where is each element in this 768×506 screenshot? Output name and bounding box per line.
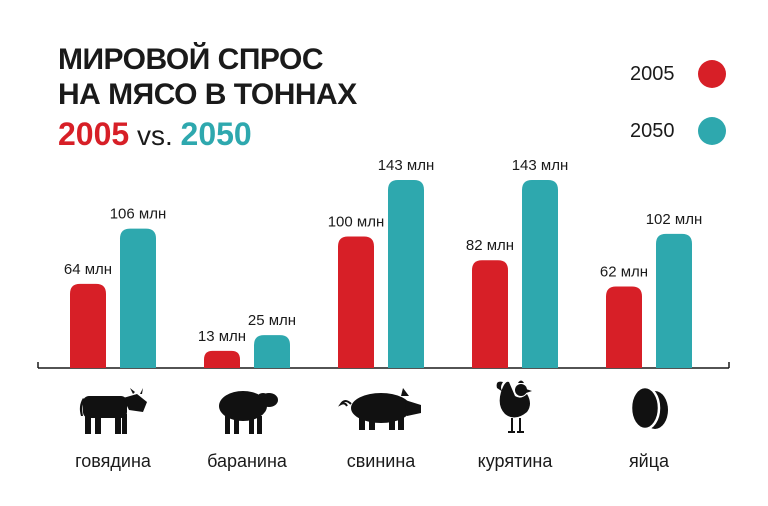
bar-2005-2	[338, 236, 374, 368]
bar-2005-3	[472, 260, 508, 368]
bar-2005-4	[606, 286, 642, 368]
sheep-icon	[219, 391, 278, 434]
bar-2005-1	[204, 350, 240, 368]
title-line-1: МИРОВОЙ СПРОС	[58, 43, 323, 76]
category-label-1: баранина	[207, 451, 287, 471]
chicken-icon	[496, 380, 532, 433]
legend-label-2050: 2050	[630, 120, 675, 142]
subtitle-vs: vs.	[129, 120, 181, 151]
chart-subtitle: 2005 vs. 2050	[58, 116, 252, 154]
data-label-2050-4: 102 млн	[646, 211, 703, 228]
legend-label-2005: 2005	[630, 63, 675, 85]
chart-title: МИРОВОЙ СПРОС НА МЯСО В ТОННАХ	[58, 42, 357, 112]
subtitle-year-2005: 2005	[58, 116, 130, 152]
category-label-3: курятина	[477, 451, 553, 471]
data-label-2005-2: 100 млн	[328, 214, 385, 231]
data-label-2005-4: 62 млн	[600, 263, 648, 280]
legend-dot-2050	[698, 117, 726, 145]
data-label-2005-0: 64 млн	[64, 261, 112, 278]
category-label-0: говядина	[75, 451, 151, 471]
data-label-2050-3: 143 млн	[512, 157, 569, 174]
eggs-icon	[629, 385, 668, 431]
data-label-2050-2: 143 млн	[378, 157, 435, 174]
subtitle-year-2050: 2050	[180, 116, 252, 152]
data-label-2005-1: 13 млн	[198, 328, 246, 345]
bar-2005-0	[70, 283, 106, 368]
category-label-4: яйца	[628, 451, 670, 471]
bar-2050-2	[388, 180, 424, 368]
title-line-2: НА МЯСО В ТОННАХ	[58, 78, 357, 111]
data-label-2050-0: 106 млн	[110, 206, 167, 223]
bar-2050-4	[656, 233, 692, 368]
bar-2050-3	[522, 180, 558, 368]
bar-2050-0	[120, 228, 156, 368]
legend-dot-2005	[698, 60, 726, 88]
data-label-2050-1: 25 млн	[248, 312, 296, 329]
cow-icon	[79, 388, 147, 434]
category-label-2: свинина	[346, 451, 416, 471]
bar-2050-1	[254, 335, 290, 368]
pig-icon	[338, 388, 421, 430]
data-label-2005-3: 82 млн	[466, 237, 514, 254]
